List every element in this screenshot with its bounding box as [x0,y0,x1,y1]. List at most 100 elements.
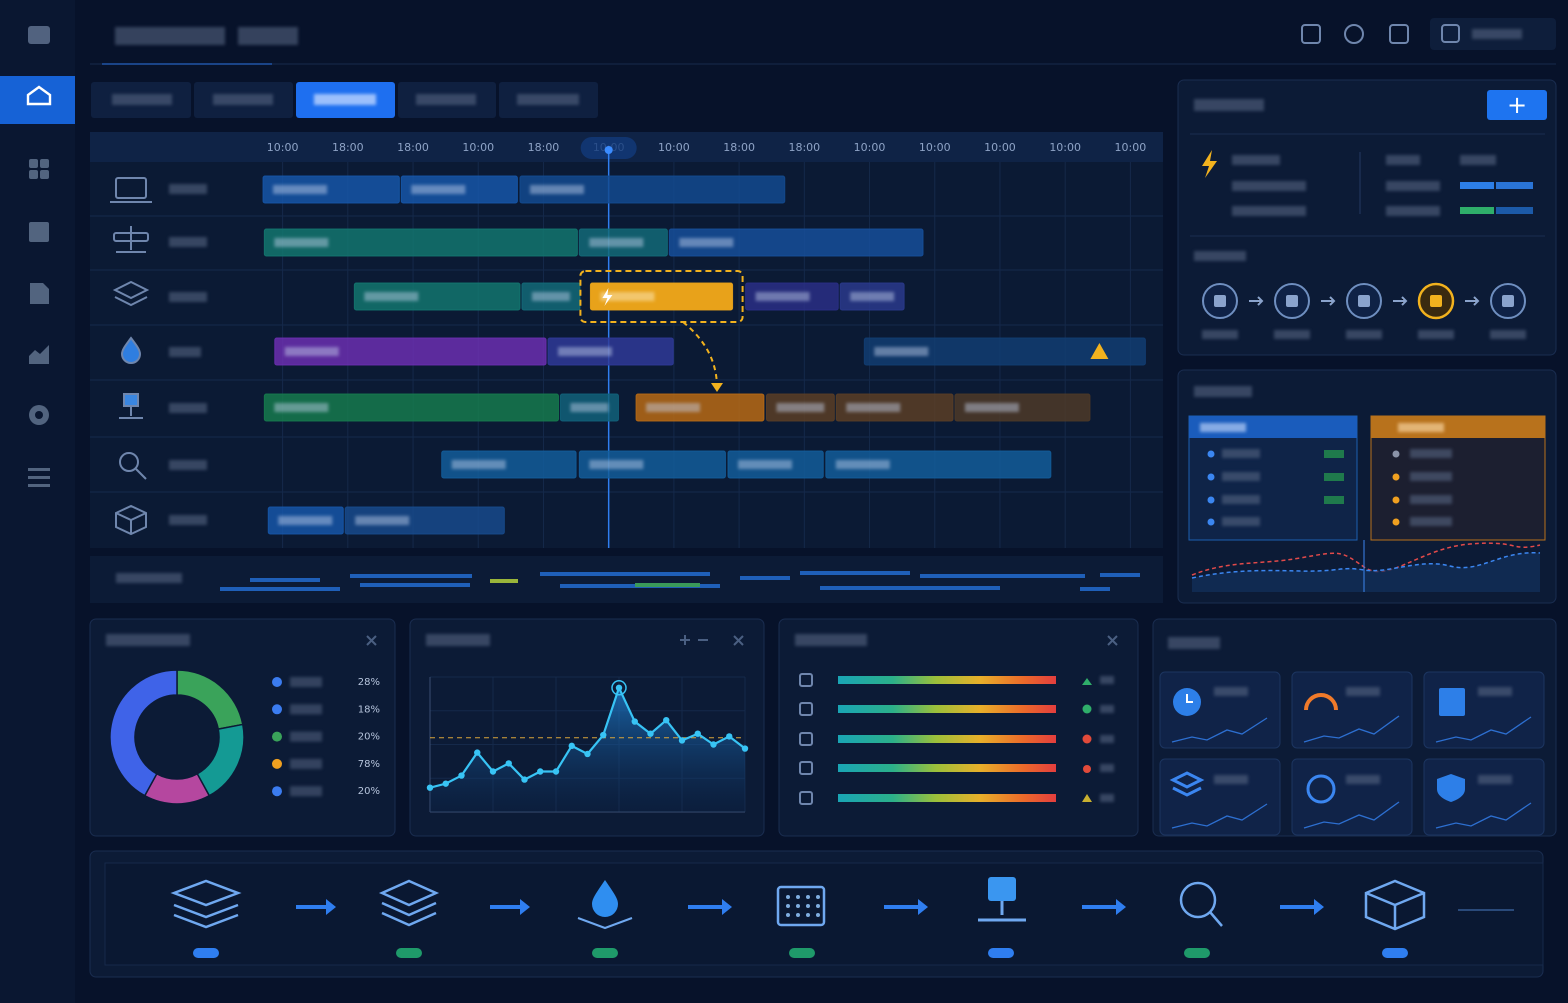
time-tick-label: 10:00 [984,141,1016,154]
task-bar[interactable] [863,337,1146,366]
task-bar[interactable] [353,282,521,311]
header [90,18,1556,65]
nav-stats[interactable] [29,345,49,364]
close-button[interactable] [366,635,377,646]
legend-value: 20% [358,732,380,743]
time-tick-label: 10:00 [919,141,951,154]
blurred-label [290,704,322,715]
trend-point [537,768,544,775]
nav-list[interactable] [29,222,49,242]
time-tick-label: 10:00 [1115,141,1147,154]
task-bar[interactable] [344,506,505,535]
dependency-arrow [682,321,718,386]
blurred-label [284,347,339,356]
time-tick-label: 10:00 [854,141,886,154]
task-bar[interactable] [262,175,400,204]
trend-point [474,749,481,756]
task-bar[interactable] [274,337,547,366]
nav-apps[interactable] [29,159,38,168]
task-bar-selected[interactable] [589,282,734,311]
trend-point [521,776,528,783]
blurred-label [755,292,810,301]
task-bar[interactable] [668,228,924,257]
trend-point [458,772,465,779]
blurred-label [589,460,644,469]
peak-marker [611,680,627,696]
trend-point [426,784,434,791]
blurred-label [274,238,329,247]
add-button-label: + [1507,91,1527,119]
now-dot [604,146,613,154]
blurred-label [874,347,929,356]
legend-dot [272,758,282,769]
trend-point [710,741,717,748]
legend-value: 78% [358,759,380,770]
blurred-label [529,185,584,194]
legend-dot [272,731,282,742]
time-tick-label: 18:00 [788,141,820,154]
quality-panel [778,618,1139,837]
trend-point [694,730,701,737]
time-tick-label: 10:00 [1049,141,1081,154]
process-flow [89,850,1544,978]
blurred-label [274,403,329,412]
time-tick-label: 18:00 [723,141,755,154]
icon-button[interactable] [1344,24,1364,44]
time-tick-label: 18:00 [397,141,429,154]
blurred-label [846,403,901,412]
kpi-panel [1152,618,1557,837]
icon-button[interactable] [1301,24,1321,44]
tabs [91,82,598,118]
timeline-overview [90,556,1163,603]
warning-icon [1090,343,1109,359]
task-bar[interactable] [578,450,726,479]
trend-point [568,742,575,750]
task-bar[interactable] [954,393,1091,422]
legend-value: 28% [358,677,380,688]
task-bar[interactable] [825,450,1052,479]
blurred-label [290,731,322,742]
blurred-label [850,292,895,301]
blurred-label [570,403,609,412]
trend-point [552,768,560,775]
blurred-label [835,460,890,469]
close-button[interactable] [733,635,744,646]
trend-point [741,745,749,752]
trend-point [600,731,607,739]
blurred-label [738,460,793,469]
nav-docs[interactable] [30,283,49,304]
blurred-label [776,403,825,412]
menu-icon[interactable] [28,26,50,44]
trend-point [663,717,670,724]
task-bar[interactable] [519,175,786,204]
blurred-label [290,758,322,769]
time-tick-label: 18:00 [528,141,560,154]
nav-home[interactable] [0,76,75,124]
nav-config[interactable] [28,476,50,479]
gantt-panel: 10:00 18:00 18:00 10:00 18:00 10:00 10:00 18:00… [90,132,1163,548]
donut-segment [109,669,178,797]
blurred-label [451,460,506,469]
add-button[interactable] [1487,90,1547,120]
task-bar[interactable] [263,228,578,257]
sidebar [0,0,75,1003]
icon-button[interactable] [1389,24,1409,44]
legend-dot [272,704,282,715]
legend-dot [272,786,282,797]
task-bar[interactable] [263,393,559,422]
close-button[interactable] [1107,635,1118,646]
time-tick-label: 10:00 [267,141,299,154]
trend-point [647,730,654,737]
blurred-label [531,292,570,301]
blurred-label [646,403,701,412]
task-bar[interactable] [441,450,577,479]
trend-point [584,750,591,758]
lightning-icon [602,288,613,306]
trend-point [631,718,638,725]
comparison-panel [1177,369,1557,604]
blurred-label [964,403,1019,412]
blurred-label [364,292,419,301]
time-tick-label: 10:00 [658,141,690,154]
blurred-label [273,185,328,194]
